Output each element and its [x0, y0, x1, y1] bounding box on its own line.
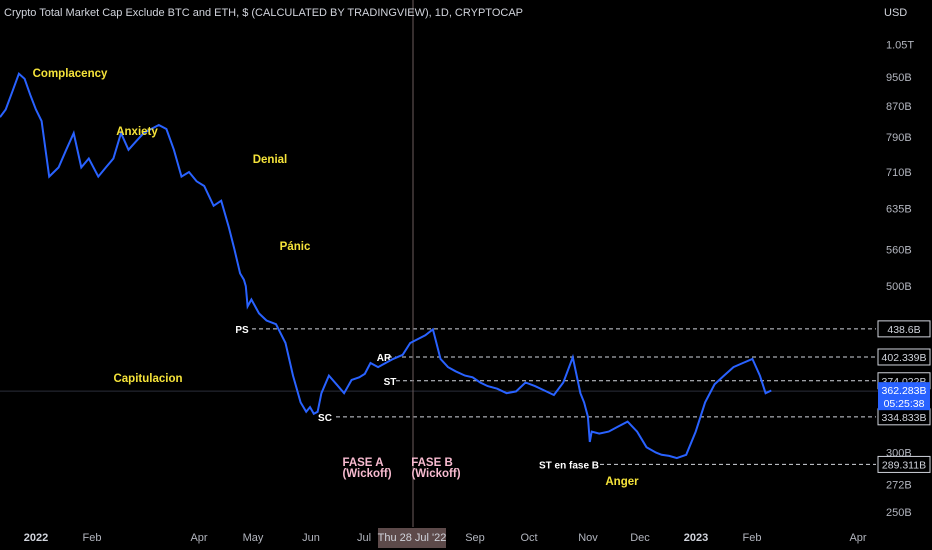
x-tick-label: Apr [849, 532, 866, 544]
annotation-wickoff: (Wickoff) [342, 468, 391, 480]
annotation-denial: Denial [253, 154, 288, 166]
annotation-complacency: Complacency [33, 68, 108, 80]
x-tick-label: 2023 [684, 532, 708, 544]
y-tick-label: 790B [886, 132, 912, 144]
level-label-ps: PS [235, 325, 249, 336]
annotation-fase-b: FASE B [411, 457, 453, 469]
level-tag-ps: 438.6B [887, 324, 920, 336]
y-tick-label: 635B [886, 203, 912, 215]
x-tick-label: Oct [520, 532, 537, 544]
annotations: Complacency Anxiety Denial Pánic Capitulacio… [33, 68, 640, 488]
level-tag-box [877, 348, 931, 366]
level-label-st-en-fase-b: ST en fase B [539, 460, 599, 471]
level-tag-box [877, 320, 931, 338]
x-tick-label: Jul [357, 532, 371, 544]
x-tick-label: Sep [465, 532, 485, 544]
vertical-crosshair-line: Thu 28 Jul '22 [378, 0, 447, 548]
x-tick-label: Dec [630, 532, 650, 544]
x-tick-label: Nov [578, 532, 598, 544]
crosshair-date-label: Thu 28 Jul '22 [378, 532, 447, 544]
price-tags: 438.6B402.339B374.022B334.833B289.311B36… [877, 320, 931, 473]
annotation-wickoff: (Wickoff) [411, 468, 460, 480]
x-tick-label: 2022 [24, 532, 48, 544]
y-tick-label: 272B [886, 480, 912, 492]
annotation-anxiety: Anxiety [116, 126, 158, 138]
x-tick-label: Feb [743, 532, 762, 544]
y-tick-label: 250B [886, 507, 912, 519]
last-price-countdown: 05:25:38 [884, 398, 925, 410]
y-tick-label: 710B [886, 167, 912, 179]
x-tick-label: May [243, 532, 264, 544]
y-tick-label: 560B [886, 244, 912, 256]
x-tick-label: Apr [190, 532, 207, 544]
currency-label: USD [884, 7, 908, 19]
level-tag-sc: 334.833B [882, 412, 927, 424]
y-tick-label: 870B [886, 101, 912, 113]
crosshair-date-box [378, 528, 446, 548]
horizontal-levels: PS AR ST SC ST en fase B [235, 325, 876, 471]
x-tick-label: Jun [302, 532, 320, 544]
price-line [0, 71, 772, 460]
last-price-tag [878, 382, 930, 411]
level-tag-ar: 402.339B [882, 352, 927, 364]
annotation-panic: Pánic [280, 241, 311, 253]
annotation-capitulacion: Capitulacion [113, 373, 182, 385]
level-label-ar: AR [377, 353, 392, 364]
chart-title: Crypto Total Market Cap Exclude BTC and … [4, 7, 523, 19]
annotation-fase-a: FASE A [342, 457, 383, 469]
level-label-sc: SC [318, 413, 332, 424]
y-tick-label: 1.05T [886, 40, 914, 52]
last-price-value: 362.283B [882, 385, 927, 397]
y-tick-label: 950B [886, 72, 912, 84]
y-tick-label: 500B [886, 281, 912, 293]
time-axis: 2022 Feb Apr May Jun Jul Sep Oct Nov Dec 2023 Feb Ap… [24, 532, 867, 544]
x-tick-label: Feb [83, 532, 102, 544]
annotation-anger: Anger [605, 476, 639, 488]
level-label-st: ST [384, 377, 397, 388]
level-tag-box [877, 455, 931, 473]
level-tag-st-en-fase-b: 289.311B [882, 459, 926, 471]
price-axis: 1.05T950B870B790B710B635B560B500B300B272… [886, 40, 914, 520]
